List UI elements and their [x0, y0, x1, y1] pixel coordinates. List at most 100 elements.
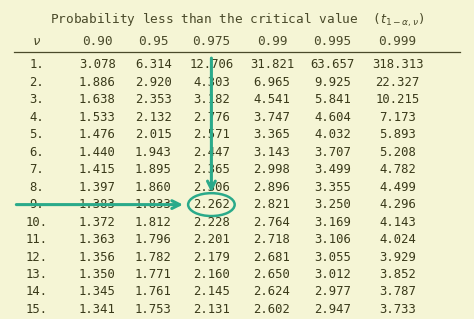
Text: 5.208: 5.208 — [379, 146, 416, 159]
Text: 5.: 5. — [29, 128, 44, 141]
Text: 4.541: 4.541 — [254, 93, 291, 106]
Text: 1.771: 1.771 — [135, 268, 172, 281]
Text: 1.833: 1.833 — [135, 198, 172, 211]
Text: 2.179: 2.179 — [193, 250, 230, 263]
Text: 1.812: 1.812 — [135, 216, 172, 229]
Text: 1.943: 1.943 — [135, 146, 172, 159]
Text: 7.: 7. — [29, 163, 44, 176]
Text: 0.95: 0.95 — [138, 35, 168, 48]
Text: 2.571: 2.571 — [193, 128, 230, 141]
Text: 9.925: 9.925 — [314, 76, 351, 89]
Text: 5.841: 5.841 — [314, 93, 351, 106]
Text: 14.: 14. — [26, 286, 48, 299]
Text: 6.: 6. — [29, 146, 44, 159]
Text: 2.201: 2.201 — [193, 233, 230, 246]
Text: 1.886: 1.886 — [79, 76, 116, 89]
Text: 1.350: 1.350 — [79, 268, 116, 281]
Text: 2.896: 2.896 — [254, 181, 291, 194]
Text: 1.761: 1.761 — [135, 286, 172, 299]
Text: 3.929: 3.929 — [379, 250, 416, 263]
Text: 2.602: 2.602 — [254, 303, 291, 316]
Text: 2.681: 2.681 — [254, 250, 291, 263]
Text: 3.747: 3.747 — [254, 111, 291, 124]
Text: 2.365: 2.365 — [193, 163, 230, 176]
Text: 2.624: 2.624 — [254, 286, 291, 299]
Text: 1.415: 1.415 — [79, 163, 116, 176]
Text: 1.372: 1.372 — [79, 216, 116, 229]
Text: 2.306: 2.306 — [193, 181, 230, 194]
Text: 0.995: 0.995 — [313, 35, 352, 48]
Text: 1.476: 1.476 — [79, 128, 116, 141]
Text: 2.: 2. — [29, 76, 44, 89]
Text: 2.947: 2.947 — [314, 303, 351, 316]
Text: 1.440: 1.440 — [79, 146, 116, 159]
Text: 6.965: 6.965 — [254, 76, 291, 89]
Text: 0.99: 0.99 — [256, 35, 287, 48]
Text: 3.707: 3.707 — [314, 146, 351, 159]
Text: ν: ν — [33, 35, 41, 48]
Text: 4.604: 4.604 — [314, 111, 351, 124]
Text: 3.365: 3.365 — [254, 128, 291, 141]
Text: 3.733: 3.733 — [379, 303, 416, 316]
Text: 0.999: 0.999 — [379, 35, 417, 48]
Text: 15.: 15. — [26, 303, 48, 316]
Text: 63.657: 63.657 — [310, 58, 355, 71]
Text: 1.345: 1.345 — [79, 286, 116, 299]
Text: 2.821: 2.821 — [254, 198, 291, 211]
Text: 2.015: 2.015 — [135, 128, 172, 141]
Text: 0.90: 0.90 — [82, 35, 113, 48]
Text: 1.782: 1.782 — [135, 250, 172, 263]
Text: 1.383: 1.383 — [79, 198, 116, 211]
Text: 4.499: 4.499 — [379, 181, 416, 194]
Text: 2.650: 2.650 — [254, 268, 291, 281]
Text: 6.314: 6.314 — [135, 58, 172, 71]
Text: 2.131: 2.131 — [193, 303, 230, 316]
Text: 2.718: 2.718 — [254, 233, 291, 246]
Text: 3.355: 3.355 — [314, 181, 351, 194]
Text: 4.296: 4.296 — [379, 198, 416, 211]
Text: 2.353: 2.353 — [135, 93, 172, 106]
Text: 3.250: 3.250 — [314, 198, 351, 211]
Text: 1.796: 1.796 — [135, 233, 172, 246]
Text: 11.: 11. — [26, 233, 48, 246]
Text: 2.977: 2.977 — [314, 286, 351, 299]
Text: 13.: 13. — [26, 268, 48, 281]
Text: 4.032: 4.032 — [314, 128, 351, 141]
Text: 2.447: 2.447 — [193, 146, 230, 159]
Text: 2.262: 2.262 — [193, 198, 230, 211]
Text: 3.787: 3.787 — [379, 286, 416, 299]
Text: 1.363: 1.363 — [79, 233, 116, 246]
Text: 1.: 1. — [29, 58, 44, 71]
Text: 3.078: 3.078 — [79, 58, 116, 71]
Text: 3.169: 3.169 — [314, 216, 351, 229]
Text: 1.895: 1.895 — [135, 163, 172, 176]
Text: 318.313: 318.313 — [372, 58, 423, 71]
Text: 1.860: 1.860 — [135, 181, 172, 194]
Text: 12.: 12. — [26, 250, 48, 263]
Text: 10.215: 10.215 — [375, 93, 419, 106]
Text: Probability less than the critical value  ($t_{1-\alpha,\nu}$): Probability less than the critical value… — [50, 12, 424, 29]
Text: 4.: 4. — [29, 111, 44, 124]
Text: 4.303: 4.303 — [193, 76, 230, 89]
Text: 2.920: 2.920 — [135, 76, 172, 89]
Text: 31.821: 31.821 — [250, 58, 294, 71]
Text: 0.975: 0.975 — [192, 35, 230, 48]
Text: 9.: 9. — [29, 198, 44, 211]
Text: 8.: 8. — [29, 181, 44, 194]
Text: 1.533: 1.533 — [79, 111, 116, 124]
Text: 2.998: 2.998 — [254, 163, 291, 176]
Text: 1.753: 1.753 — [135, 303, 172, 316]
Text: 2.160: 2.160 — [193, 268, 230, 281]
Text: 3.055: 3.055 — [314, 250, 351, 263]
Text: 5.893: 5.893 — [379, 128, 416, 141]
Text: 2.764: 2.764 — [254, 216, 291, 229]
Text: 3.182: 3.182 — [193, 93, 230, 106]
Text: 10.: 10. — [26, 216, 48, 229]
Text: 1.341: 1.341 — [79, 303, 116, 316]
Text: 12.706: 12.706 — [189, 58, 234, 71]
Text: 3.: 3. — [29, 93, 44, 106]
Text: 3.499: 3.499 — [314, 163, 351, 176]
Text: 1.397: 1.397 — [79, 181, 116, 194]
Text: 3.012: 3.012 — [314, 268, 351, 281]
Text: 2.228: 2.228 — [193, 216, 230, 229]
